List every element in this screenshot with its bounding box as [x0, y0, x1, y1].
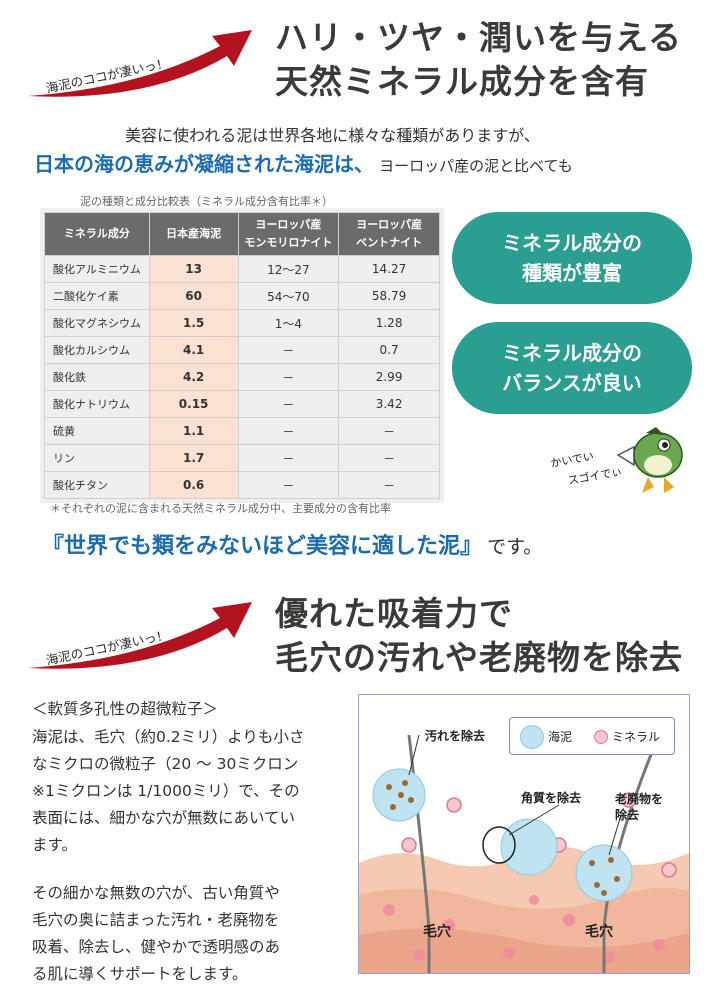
table-header-row: ミネラル成分 日本産海泥 ヨーロッパ産 モンモリロナイト ヨーロッパ産 ベントナ…: [44, 212, 440, 256]
body-line: 海泥は、毛穴（約0.2ミリ）よりも小さ: [32, 728, 305, 746]
table-row: リン 1.7 －－: [44, 444, 440, 472]
value-cell: 4.1: [148, 336, 239, 364]
body-line: 毛穴の奥に詰まった汚れ・老廃物を: [32, 911, 280, 929]
feature-pill-balance: ミネラル成分の バランスが良い: [452, 322, 692, 414]
label-keratin-removal: 角質を除去: [521, 791, 582, 805]
value-cell: 3.42: [338, 390, 440, 418]
mineral-name-cell: 酸化鉄: [44, 363, 150, 391]
mineral-name-cell: リン: [44, 444, 150, 472]
intro-line2-rest: ヨーロッパ産の泥と比べても: [379, 157, 573, 175]
value-cell: －: [338, 417, 440, 445]
tagline-rest: です。: [487, 536, 543, 558]
intro-line1: 美容に使われる泥は世界各地に様々な種類がありますが、: [125, 126, 540, 145]
value-cell: 54～70: [237, 282, 340, 310]
value-cell: 0.15: [148, 390, 239, 418]
body-paragraph1: 海泥は、毛穴（約0.2ミリ）よりも小さ なミクロの微粒子（20 ～ 30ミクロン…: [32, 724, 342, 859]
table-header: 日本産海泥: [148, 212, 239, 256]
body-line: ます。: [32, 836, 77, 854]
section2-title-line1: 優れた吸着力で: [275, 594, 513, 633]
label-dirt-removal: 汚れを除去: [425, 729, 486, 743]
mineral-name-cell: 酸化ナトリウム: [44, 390, 150, 418]
pill-line2: 種類が豊富: [522, 261, 622, 285]
body-heading: ＜軟質多孔性の超微粒子＞: [32, 700, 219, 718]
value-cell: －: [237, 444, 340, 472]
mineral-name-cell: 二酸化ケイ素: [44, 282, 150, 310]
body-line: る肌に導くサポートをします。: [32, 965, 248, 983]
value-cell: －: [237, 336, 340, 364]
legend-mud-label: 海泥: [548, 730, 573, 744]
mineral-name-cell: 硫黄: [44, 417, 150, 445]
value-cell: 1.5: [148, 309, 239, 337]
pore-label: 毛穴: [585, 924, 613, 940]
label-waste-removal: 老廃物を 除去: [615, 792, 664, 822]
table-header: ミネラル成分: [44, 212, 150, 256]
mineral-name-cell: 酸化チタン: [44, 471, 150, 499]
value-cell: 1～4: [237, 309, 340, 337]
red-arrow-swoosh: [28, 30, 252, 97]
table-row: 酸化アルミニウム 13 12～27 14.27: [44, 255, 440, 283]
table-row: 酸化鉄 4.2 － 2.99: [44, 363, 440, 391]
table-row: 二酸化ケイ素 60 54～70 58.79: [44, 282, 440, 310]
value-cell: 13: [148, 255, 239, 283]
legend-mineral-label: ミネラル: [612, 730, 661, 744]
value-cell: 14.27: [338, 255, 440, 283]
table-header: ヨーロッパ産 ベントナイト: [338, 212, 440, 256]
pill-line1: ミネラル成分の: [502, 231, 642, 255]
body-line: ※1ミクロンは 1/1000ミリ）で、その: [32, 782, 300, 800]
body-line: その細かな無数の穴が、古い角質や: [32, 884, 280, 902]
mineral-legend-icon: [594, 730, 608, 744]
value-cell: 60: [148, 282, 239, 310]
value-cell: 58.79: [338, 282, 440, 310]
mineral-name-cell: 酸化カルシウム: [44, 336, 150, 364]
feature-pill-variety: ミネラル成分の 種類が豊富: [452, 212, 692, 304]
pill-line2: バランスが良い: [502, 371, 642, 395]
section1-title-line2: 天然ミネラル成分を含有: [275, 62, 649, 101]
table-footnote: ＊それぞれの泥に含まれる天然ミネラル成分中、主要成分の含有比率: [50, 502, 391, 515]
value-cell: －: [338, 444, 440, 472]
section2-title-line2: 毛穴の汚れや老廃物を除去: [275, 638, 683, 677]
table-row: 酸化ナトリウム 0.15 － 3.42: [44, 390, 440, 418]
pore-cleansing-diagram: 海泥 ミネラル 汚れを除去 角質を除去 老廃物を 除去 毛穴 毛穴: [358, 694, 690, 974]
comparison-table: ミネラル成分 日本産海泥 ヨーロッパ産 モンモリロナイト ヨーロッパ産 ベントナ…: [44, 212, 440, 499]
pill-line1: ミネラル成分の: [502, 341, 642, 365]
body-paragraph2: その細かな無数の穴が、古い角質や 毛穴の奥に詰まった汚れ・老廃物を 吸着、除去し…: [32, 880, 342, 988]
body-line: 吸着、除去し、健やかで透明感のあ: [32, 938, 281, 956]
value-cell: －: [237, 363, 340, 391]
comparison-table-frame: ミネラル成分 日本産海泥 ヨーロッパ産 モンモリロナイト ヨーロッパ産 ベントナ…: [40, 208, 444, 503]
value-cell: 2.99: [338, 363, 440, 391]
mineral-name-cell: 酸化アルミニウム: [44, 255, 150, 283]
mud-legend-icon: [520, 725, 544, 749]
mineral-name-cell: 酸化マグネシウム: [44, 309, 150, 337]
table-row: 酸化カルシウム 4.1 － 0.7: [44, 336, 440, 364]
value-cell: 12～27: [237, 255, 340, 283]
value-cell: －: [338, 471, 440, 499]
table-header: ヨーロッパ産 モンモリロナイト: [237, 212, 340, 256]
value-cell: 4.2: [148, 363, 239, 391]
body-line: なミクロの微粒子（20 ～ 30ミクロン: [32, 755, 299, 773]
value-cell: －: [237, 417, 340, 445]
table-row: 硫黄 1.1 －－: [44, 417, 440, 445]
value-cell: －: [237, 390, 340, 418]
table-caption: 泥の種類と成分比較表（ミネラル成分含有比率＊）: [80, 195, 333, 208]
table-row: 酸化チタン 0.6 －－: [44, 471, 440, 499]
value-cell: 0.6: [148, 471, 239, 499]
table-row: 酸化マグネシウム 1.5 1～4 1.28: [44, 309, 440, 337]
skin-illustration: [359, 734, 689, 973]
value-cell: 1.28: [338, 309, 440, 337]
diagram-legend: 海泥 ミネラル: [509, 717, 675, 755]
red-arrow-swoosh: [28, 602, 252, 669]
value-cell: 0.7: [338, 336, 440, 364]
value-cell: 1.1: [148, 417, 239, 445]
body-line: 表面には、細かな穴が無数にあいてい: [32, 809, 296, 827]
value-cell: －: [237, 471, 340, 499]
pore-label: 毛穴: [423, 924, 451, 940]
tagline-highlight: 『世界でも類をみないほど美容に適した泥』: [42, 534, 483, 559]
intro-line2-highlight: 日本の海の恵みが凝縮された海泥は、: [34, 152, 374, 176]
section1-title-line1: ハリ・ツヤ・潤いを与える: [275, 18, 683, 57]
fish-mascot-icon: [616, 427, 683, 493]
value-cell: 1.7: [148, 444, 239, 472]
